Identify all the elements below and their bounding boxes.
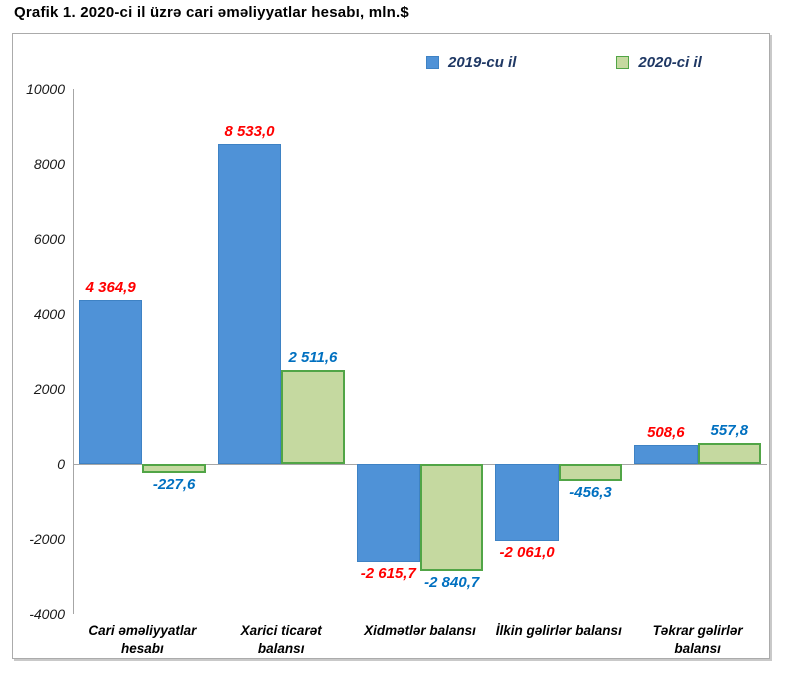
legend: 2019-cu il 2020-ci il	[426, 54, 702, 71]
legend-label-2020: 2020-ci il	[638, 54, 702, 71]
y-tick-label: 6000	[33, 231, 65, 247]
y-tick-label: 2000	[33, 381, 65, 397]
legend-swatch-2019	[426, 56, 439, 69]
category-label-3: İlkin gəlirlər balansı	[495, 623, 622, 638]
bar-2020-ci-il-3	[558, 464, 623, 482]
y-tick-label: 0	[57, 456, 65, 472]
y-axis-line	[73, 89, 74, 614]
legend-swatch-2020	[616, 56, 630, 69]
legend-label-2019: 2019-cu il	[448, 54, 517, 71]
value-label-2019-cu-il-3: -2 061,0	[499, 544, 555, 562]
value-label-2020-ci-il-0: -227,6	[152, 475, 196, 493]
y-tick-label: 10000	[26, 81, 65, 97]
y-tick-label: 4000	[33, 306, 65, 322]
y-tick-label: 8000	[33, 156, 65, 172]
bar-2020-ci-il-0	[142, 464, 206, 473]
category-label-2: Xidmətlər balansı	[364, 623, 476, 638]
category-label-4: Təkrar gəlirlər balansı	[652, 623, 743, 657]
y-tick-label: -4000	[29, 606, 65, 622]
value-label-2020-ci-il-3: -456,3	[569, 484, 612, 502]
value-label-2019-cu-il-0: 4 364,9	[85, 279, 136, 297]
value-label-2019-cu-il-4: 508,6	[647, 423, 685, 441]
bar-2020-ci-il-4	[697, 443, 762, 464]
chart-title: Qrafik 1. 2020-ci il üzrə cari əməliyyat…	[14, 4, 409, 21]
chart-frame: 2019-cu il 2020-ci il 10000 8000 6000 4000 2…	[12, 33, 770, 659]
y-tick-label: -2000	[29, 531, 65, 547]
category-label-0: Cari əməliyyatlar hesabı	[88, 623, 197, 657]
value-label-2020-ci-il-4: 557,8	[710, 422, 749, 440]
value-label-2020-ci-il-1: 2 511,6	[288, 348, 338, 366]
bar-2019-cu-il-3	[495, 464, 559, 542]
bar-2020-ci-il-1	[281, 369, 345, 464]
value-label-2020-ci-il-2: -2 840,7	[424, 573, 480, 591]
legend-item-2020: 2020-ci il	[616, 54, 702, 71]
legend-item-2019: 2019-cu il	[426, 54, 516, 71]
bar-2020-ci-il-2	[420, 464, 484, 571]
bar-2019-cu-il-0	[78, 300, 143, 464]
bar-2019-cu-il-2	[356, 464, 420, 563]
plot-area: 10000 8000 6000 4000 2000 0 -2000 -4000 4 364,9 8…	[13, 34, 769, 658]
value-label-2019-cu-il-2: -2 615,7	[360, 565, 416, 583]
bar-2019-cu-il-1	[217, 144, 282, 464]
bar-2019-cu-il-4	[634, 444, 698, 464]
value-label-2019-cu-il-1: 8 533,0	[224, 123, 275, 140]
category-label-1: Xarici ticarət balansı	[240, 623, 322, 657]
